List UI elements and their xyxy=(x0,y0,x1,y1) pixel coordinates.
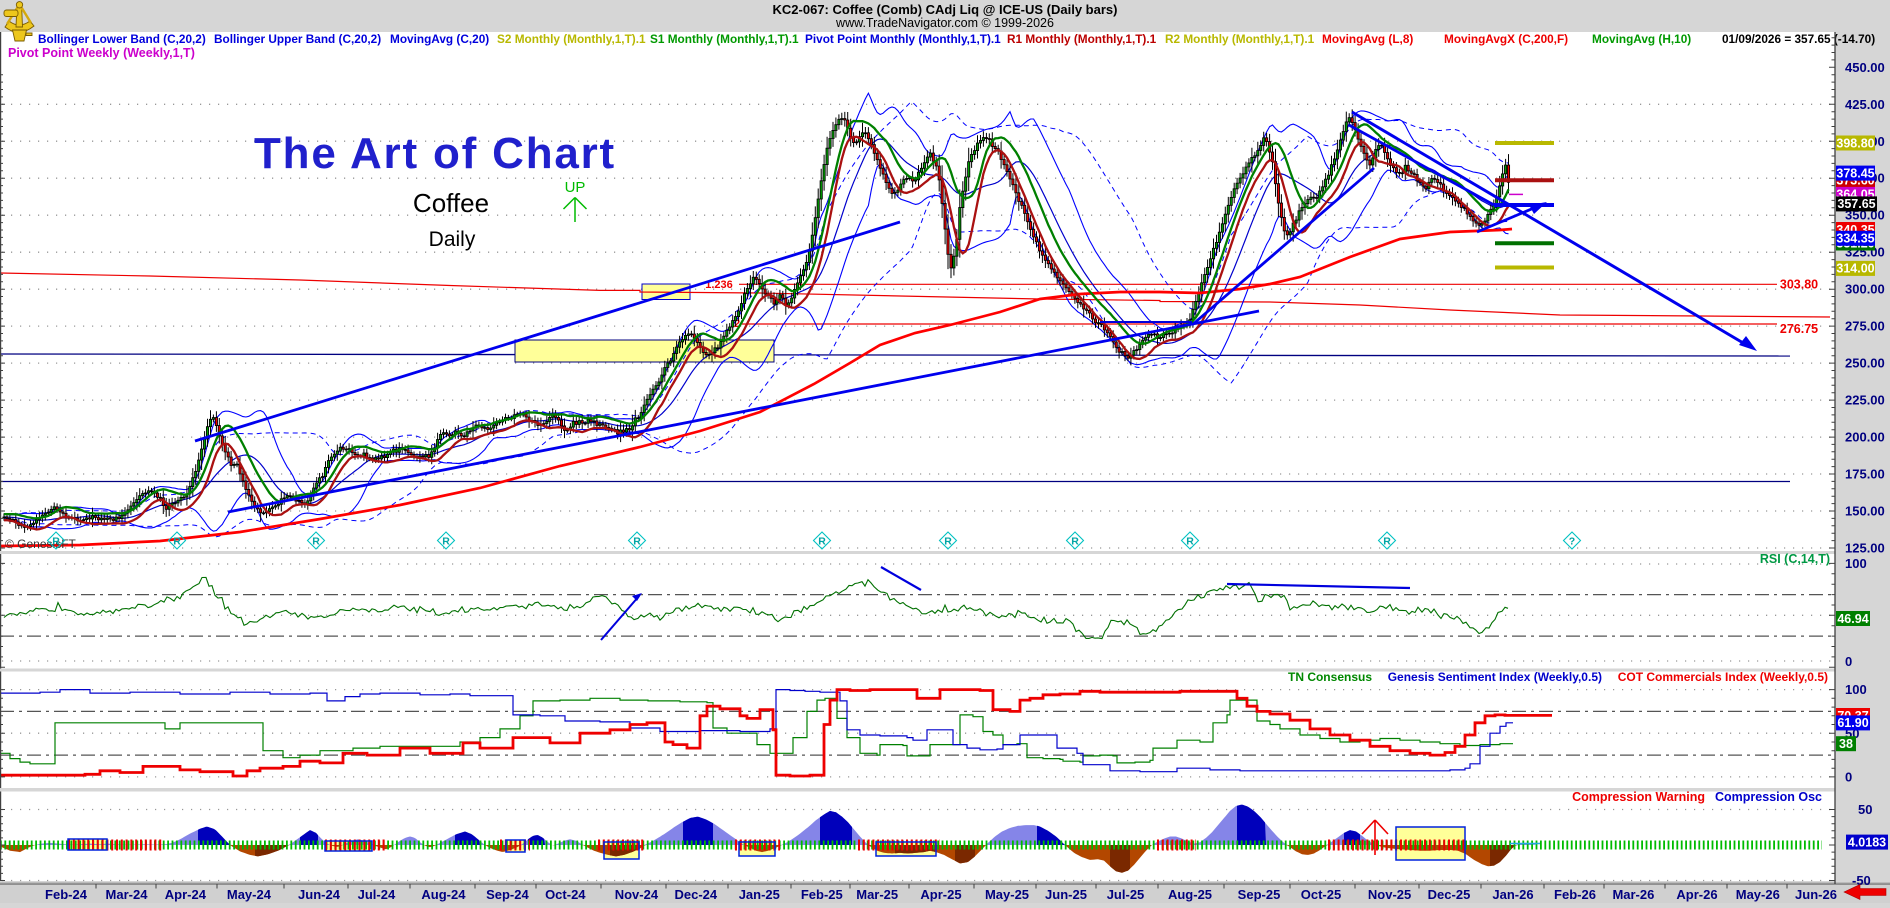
svg-text:COT Commercials Index (Weekly,: COT Commercials Index (Weekly,0.5) xyxy=(1618,670,1828,684)
svg-text:Coffee: Coffee xyxy=(413,188,489,218)
svg-text:61.90: 61.90 xyxy=(1837,716,1868,730)
svg-text:Jul-25: Jul-25 xyxy=(1107,887,1145,902)
svg-text:TN Consensus: TN Consensus xyxy=(1288,670,1372,684)
svg-text:01/09/2026 = 357.65 (-14.70): 01/09/2026 = 357.65 (-14.70) xyxy=(1722,32,1875,46)
svg-text:R: R xyxy=(1383,536,1391,548)
svg-text:Aug-24: Aug-24 xyxy=(421,887,466,902)
svg-text:425.00: 425.00 xyxy=(1845,97,1885,112)
svg-text:125.00: 125.00 xyxy=(1845,541,1885,556)
svg-text:Bollinger Upper Band (C,20,2): Bollinger Upper Band (C,20,2) xyxy=(214,32,381,46)
svg-text:© GenesisFT: © GenesisFT xyxy=(5,537,77,551)
svg-text:Jun-24: Jun-24 xyxy=(298,887,341,902)
svg-text:Oct-25: Oct-25 xyxy=(1301,887,1341,902)
svg-text:Jun-26: Jun-26 xyxy=(1795,887,1837,902)
svg-text:R: R xyxy=(1186,536,1194,548)
svg-text:398.80: 398.80 xyxy=(1836,136,1874,150)
svg-text:100: 100 xyxy=(1845,556,1867,571)
svg-text:Jan-25: Jan-25 xyxy=(739,887,780,902)
svg-text:S2 Monthly (Monthly,1,T).1: S2 Monthly (Monthly,1,T).1 xyxy=(497,32,646,46)
svg-text:Feb-25: Feb-25 xyxy=(801,887,843,902)
svg-text:?: ? xyxy=(1569,536,1575,548)
svg-text:250.00: 250.00 xyxy=(1845,356,1885,371)
svg-text:KC2-067: Coffee (Comb) CAdj L: KC2-067: Coffee (Comb) CAdj Liq @ ICE-US… xyxy=(773,2,1118,17)
svg-text:150.00: 150.00 xyxy=(1845,504,1885,519)
svg-text:May-25: May-25 xyxy=(985,887,1029,902)
svg-text:Dec-24: Dec-24 xyxy=(674,887,717,902)
svg-text:Jul-24: Jul-24 xyxy=(358,887,396,902)
svg-text:Mar-26: Mar-26 xyxy=(1612,887,1654,902)
svg-text:MovingAvg (C,20): MovingAvg (C,20) xyxy=(390,32,489,46)
svg-text:UP: UP xyxy=(565,179,586,196)
svg-text:Apr-25: Apr-25 xyxy=(920,887,961,902)
svg-text:Feb-26: Feb-26 xyxy=(1554,887,1596,902)
svg-text:R1 Monthly (Monthly,1,T).1: R1 Monthly (Monthly,1,T).1 xyxy=(1007,32,1157,46)
svg-text:Jun-25: Jun-25 xyxy=(1045,887,1087,902)
svg-text:Nov-25: Nov-25 xyxy=(1368,887,1411,902)
svg-text:Jan-26: Jan-26 xyxy=(1492,887,1533,902)
svg-text:RSI (C,14,T): RSI (C,14,T) xyxy=(1760,552,1830,566)
svg-text:-50: -50 xyxy=(1852,873,1871,888)
svg-text:303.80: 303.80 xyxy=(1780,278,1818,292)
svg-text:378.45: 378.45 xyxy=(1836,166,1874,180)
svg-text:1.236: 1.236 xyxy=(705,279,733,291)
svg-text:MovingAvg (L,8): MovingAvg (L,8) xyxy=(1322,32,1413,46)
svg-text:2: 2 xyxy=(734,318,740,330)
svg-text:Aug-25: Aug-25 xyxy=(1168,887,1212,902)
svg-text:Feb-24: Feb-24 xyxy=(45,887,88,902)
svg-text:38: 38 xyxy=(1839,737,1853,751)
svg-text:Pivot Point Weekly (Weekly,1,T: Pivot Point Weekly (Weekly,1,T) xyxy=(8,46,195,60)
svg-text:Nov-24: Nov-24 xyxy=(615,887,659,902)
svg-text:Mar-25: Mar-25 xyxy=(856,887,898,902)
svg-text:R2 Monthly (Monthly,1,T).1: R2 Monthly (Monthly,1,T).1 xyxy=(1165,32,1315,46)
svg-text:MovingAvg (H,10): MovingAvg (H,10) xyxy=(1592,32,1691,46)
svg-text:Oct-24: Oct-24 xyxy=(545,887,586,902)
svg-text:350.00: 350.00 xyxy=(1845,208,1885,223)
svg-text:Mar-24: Mar-24 xyxy=(106,887,149,902)
svg-text:Sep-24: Sep-24 xyxy=(486,887,529,902)
svg-text:R: R xyxy=(818,536,826,548)
svg-text:0: 0 xyxy=(1845,769,1852,784)
svg-text:www.TradeNavigator.com © 1999-: www.TradeNavigator.com © 1999-2026 xyxy=(835,16,1054,30)
svg-text:Dec-25: Dec-25 xyxy=(1428,887,1471,902)
svg-text:May-26: May-26 xyxy=(1736,887,1780,902)
svg-text:Compression Osc: Compression Osc xyxy=(1715,790,1822,804)
svg-text:200.00: 200.00 xyxy=(1845,430,1885,445)
svg-text:300.00: 300.00 xyxy=(1845,282,1885,297)
svg-text:R: R xyxy=(1071,536,1079,548)
svg-text:225.00: 225.00 xyxy=(1845,393,1885,408)
svg-text:Pivot Point Monthly (Monthly,1: Pivot Point Monthly (Monthly,1,T).1 xyxy=(805,32,1001,46)
svg-text:Bollinger Lower Band (C,20,2): Bollinger Lower Band (C,20,2) xyxy=(38,32,206,46)
svg-text:Apr-26: Apr-26 xyxy=(1676,887,1717,902)
svg-text:May-24: May-24 xyxy=(227,887,272,902)
svg-text:Apr-24: Apr-24 xyxy=(165,887,207,902)
svg-text:450.00: 450.00 xyxy=(1845,60,1885,75)
svg-text:The Art of Chart: The Art of Chart xyxy=(254,129,616,178)
svg-text:R: R xyxy=(312,536,320,548)
svg-text:314.00: 314.00 xyxy=(1836,262,1874,276)
svg-text:357.65: 357.65 xyxy=(1837,197,1875,211)
svg-text:R: R xyxy=(52,536,60,548)
svg-text:Daily: Daily xyxy=(429,228,476,251)
svg-text:0: 0 xyxy=(1845,654,1852,669)
svg-text:100: 100 xyxy=(1845,682,1867,697)
svg-text:MovingAvgX (C,200,F): MovingAvgX (C,200,F) xyxy=(1444,32,1568,46)
svg-text:276.75: 276.75 xyxy=(1780,322,1818,336)
svg-text:S1 Monthly (Monthly,1,T).1: S1 Monthly (Monthly,1,T).1 xyxy=(650,32,799,46)
svg-text:Sep-25: Sep-25 xyxy=(1238,887,1281,902)
svg-text:R: R xyxy=(442,536,450,548)
svg-text:46.94: 46.94 xyxy=(1837,612,1868,626)
svg-text:R: R xyxy=(944,536,952,548)
svg-text:50: 50 xyxy=(1858,802,1872,817)
svg-text:175.00: 175.00 xyxy=(1845,467,1885,482)
svg-text:275.00: 275.00 xyxy=(1845,319,1885,334)
svg-text:4.0183: 4.0183 xyxy=(1848,835,1886,849)
svg-text:Genesis Sentiment Index (Weekl: Genesis Sentiment Index (Weekly,0.5) xyxy=(1388,670,1602,684)
svg-text:Compression Warning: Compression Warning xyxy=(1572,790,1705,804)
svg-text:R: R xyxy=(173,536,181,548)
svg-text:R: R xyxy=(633,536,641,548)
svg-text:334.35: 334.35 xyxy=(1836,232,1874,246)
